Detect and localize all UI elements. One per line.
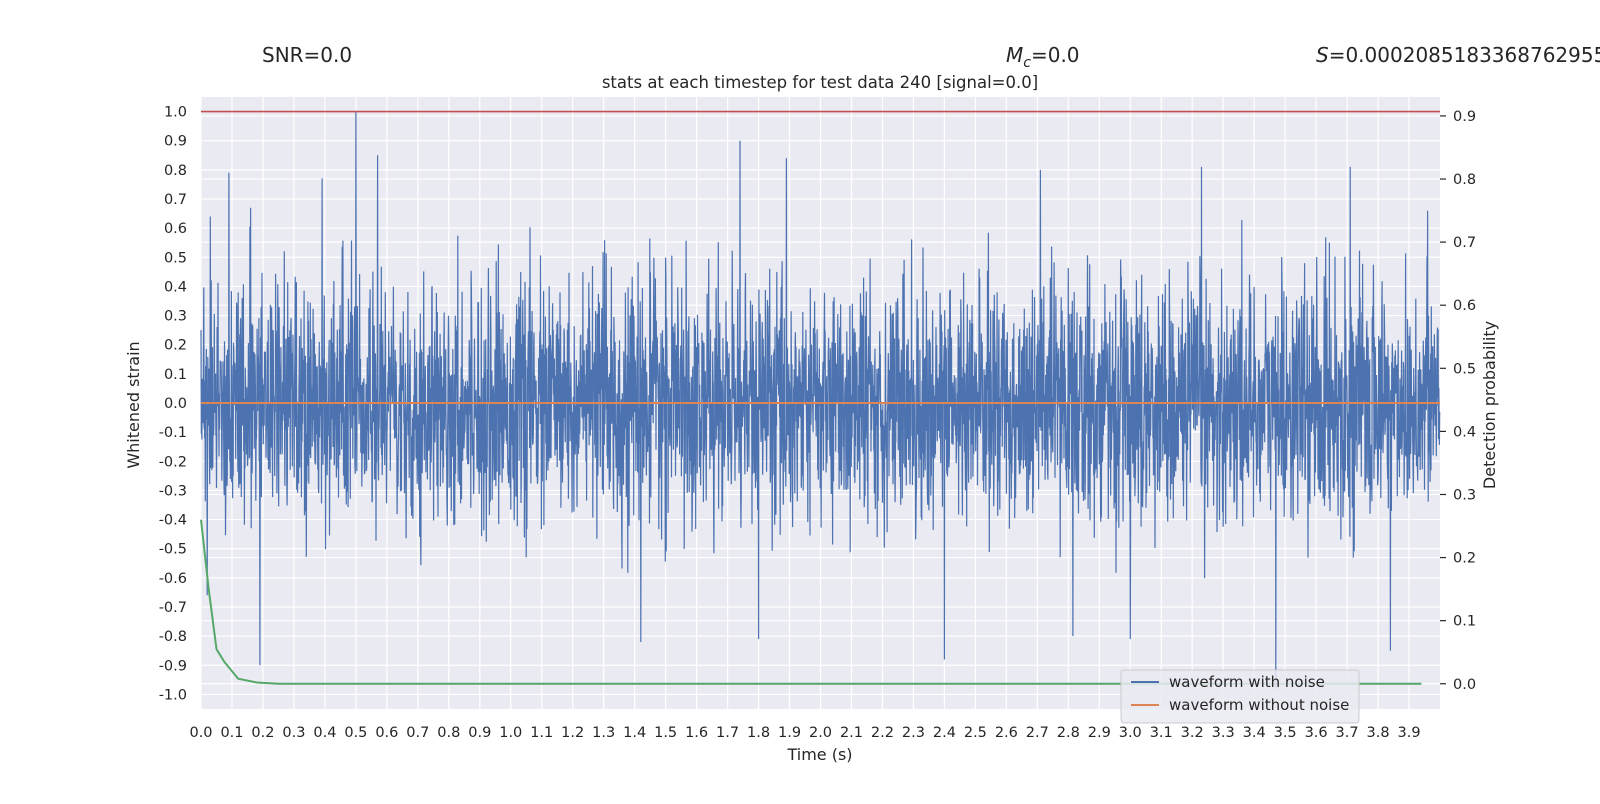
legend-label-noise: waveform with noise xyxy=(1169,673,1325,691)
x-tick-label: 2.4 xyxy=(933,725,956,741)
y-tick-label: -0.1 xyxy=(159,425,187,441)
x-tick-label: 1.1 xyxy=(530,725,553,741)
x-tick-label: 3.4 xyxy=(1243,725,1266,741)
y-tick-label: 0.4 xyxy=(164,279,187,295)
x-tick-label: 3.1 xyxy=(1150,725,1173,741)
y-tick-label: -0.7 xyxy=(159,600,187,616)
x-tick-label: 2.5 xyxy=(964,725,987,741)
x-tick-label: 0.5 xyxy=(344,725,367,741)
y-tick-label: -0.8 xyxy=(159,629,187,645)
y-tick-label: 1.0 xyxy=(164,105,187,121)
x-tick-label: 2.1 xyxy=(840,725,863,741)
series-waveform-with-noise xyxy=(200,111,1441,689)
y-tick-label: -0.9 xyxy=(159,658,187,674)
y2-tick-label: 0.2 xyxy=(1453,551,1476,567)
x-tick-label: 1.2 xyxy=(561,725,584,741)
x-tick-label: 0.7 xyxy=(406,725,429,741)
x-tick-label: 1.9 xyxy=(778,725,801,741)
x-tick-label: 3.6 xyxy=(1305,725,1328,741)
y2-axis-ticks: 0.9 0.8 0.7 0.6 0.5 0.4 0.3 0.2 0.1 0.0 xyxy=(1440,109,1476,693)
y-tick-label: -1.0 xyxy=(159,687,187,703)
x-tick-label: 3.8 xyxy=(1367,725,1390,741)
x-tick-label: 1.3 xyxy=(592,725,615,741)
x-tick-label: 3.0 xyxy=(1119,725,1142,741)
y-tick-label: 0.9 xyxy=(164,134,187,150)
x-tick-label: 2.3 xyxy=(902,725,925,741)
x-tick-label: 1.4 xyxy=(623,725,646,741)
x-tick-label: 0.6 xyxy=(375,725,398,741)
legend: waveform with noise waveform without noi… xyxy=(1120,669,1360,724)
x-tick-label: 2.8 xyxy=(1057,725,1080,741)
x-tick-label: 3.7 xyxy=(1336,725,1359,741)
y2-tick-label: 0.1 xyxy=(1453,614,1476,630)
x-tick-label: 1.7 xyxy=(716,725,739,741)
x-tick-label: 0.2 xyxy=(251,725,274,741)
y-tick-label: -0.3 xyxy=(159,483,187,499)
x-tick-label: 2.0 xyxy=(809,725,832,741)
chart-title: stats at each timestep for test data 240… xyxy=(602,73,1038,92)
legend-label-clean: waveform without noise xyxy=(1169,696,1349,714)
x-tick-label: 1.5 xyxy=(654,725,677,741)
y2-tick-label: 0.4 xyxy=(1453,424,1476,440)
y2-tick-label: 0.9 xyxy=(1453,109,1476,125)
x-tick-label: 3.9 xyxy=(1397,725,1420,741)
x-tick-label: 1.0 xyxy=(499,725,522,741)
x-tick-label: 0.9 xyxy=(468,725,491,741)
y-tick-label: -0.2 xyxy=(159,454,187,470)
x-tick-label: 0.1 xyxy=(220,725,243,741)
y-tick-label: 0.8 xyxy=(164,163,187,179)
y-tick-label: 0.7 xyxy=(164,192,187,208)
y2-tick-label: 0.5 xyxy=(1453,361,1476,377)
y-axis-label: Whitened strain xyxy=(124,341,143,468)
x-tick-label: 1.8 xyxy=(747,725,770,741)
x-tick-label: 3.5 xyxy=(1274,725,1297,741)
legend-box xyxy=(1120,669,1360,724)
x-axis-ticks: 0.0 0.1 0.2 0.3 0.4 0.5 0.6 0.7 0.8 0.9 1.0 1.1 1.2 1… xyxy=(189,725,1420,741)
x-tick-label: 0.8 xyxy=(437,725,460,741)
y-tick-label: -0.6 xyxy=(159,571,187,587)
y-tick-label: -0.5 xyxy=(159,542,187,558)
x-tick-label: 1.6 xyxy=(685,725,708,741)
y-tick-label: -0.4 xyxy=(159,513,187,529)
x-tick-label: 2.6 xyxy=(995,725,1018,741)
x-tick-label: 0.0 xyxy=(189,725,212,741)
y2-tick-label: 0.0 xyxy=(1453,677,1476,693)
y-tick-label: 0.2 xyxy=(164,338,187,354)
snr-label: SNR=0.0 xyxy=(262,43,352,67)
x-axis-label: Time (s) xyxy=(786,745,852,764)
chirp-mass-label: Mc=0.0 xyxy=(1006,43,1080,71)
y2-tick-label: 0.7 xyxy=(1453,235,1476,251)
x-tick-label: 3.3 xyxy=(1212,725,1235,741)
x-tick-label: 2.9 xyxy=(1088,725,1111,741)
y-tick-label: 0.5 xyxy=(164,250,187,266)
y-axis-ticks: 1.0 0.9 0.8 0.7 0.6 0.5 0.4 0.3 0.2 0.1 0.0 -0.1 -0.… xyxy=(159,105,187,704)
s-statistic-label: S=0.00020851833687629552 xyxy=(1316,43,1600,67)
y2-tick-label: 0.3 xyxy=(1453,487,1476,503)
y2-axis-label: Detection probability xyxy=(1480,321,1499,489)
y2-tick-label: 0.6 xyxy=(1453,298,1476,314)
x-tick-label: 3.2 xyxy=(1181,725,1204,741)
y-tick-label: 0.3 xyxy=(164,309,187,325)
y2-tick-label: 0.8 xyxy=(1453,172,1476,188)
y-tick-label: 0.0 xyxy=(164,396,187,412)
x-tick-label: 2.7 xyxy=(1026,725,1049,741)
x-tick-label: 0.4 xyxy=(313,725,336,741)
x-tick-label: 2.2 xyxy=(871,725,894,741)
x-tick-label: 0.3 xyxy=(282,725,305,741)
series-detection-probability xyxy=(200,519,1422,685)
y-tick-label: 0.1 xyxy=(164,367,187,383)
y-tick-label: 0.6 xyxy=(164,221,187,237)
data-layer xyxy=(200,110,1441,689)
